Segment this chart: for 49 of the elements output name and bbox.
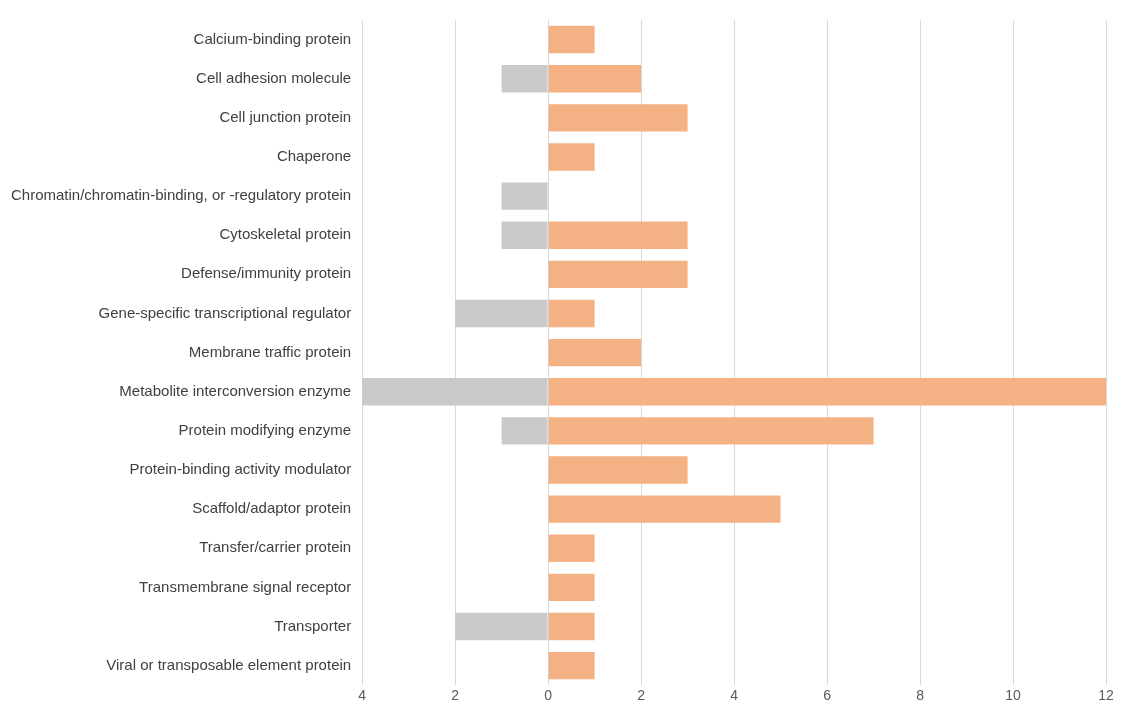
bar [548,612,595,641]
bar [501,65,548,93]
y-tick-label: Cell adhesion molecule [196,68,352,86]
y-tick-label: Gene-specific transcriptional regulator [98,303,352,321]
y-tick-label: Transmembrane signal receptor [139,577,352,595]
bar [548,65,642,93]
y-tick-label: Metabolite interconversion enzyme [119,381,352,399]
x-tick-label: 4 [730,687,739,704]
y-tick-label: Defense/immunity protein [181,264,352,282]
y-tick-label: Protein-binding activity modulator [129,460,352,478]
bar [548,378,1106,406]
y-tick-label: Protein modifying enzyme [178,421,352,438]
y-tick-label: Transfer/carrier protein [199,538,352,556]
x-tick-label: 6 [823,687,832,704]
bar [362,378,548,406]
y-tick-label: Viral or transposable element protein [106,655,352,673]
bar [548,104,688,132]
bar [548,338,642,367]
bar [548,534,595,562]
bar [455,612,548,641]
bar [548,456,688,484]
bar [548,651,595,680]
y-tick-label: Membrane traffic protein [188,342,352,360]
x-tick-label: 12 [1098,687,1114,704]
x-tick-label: 0 [544,687,553,704]
bar [548,495,781,523]
x-tick-label: 8 [916,687,925,704]
x-tick-label: 10 [1005,687,1022,704]
bar [548,417,874,445]
y-tick-label: Transporter [274,616,352,634]
y-tick-label: Cell junction protein [219,107,352,125]
bar [548,221,688,249]
bar [548,260,688,289]
bar [548,299,595,328]
x-tick-label: 2 [637,687,646,704]
x-tick-label: 2 [451,687,460,704]
bar [548,143,595,171]
bar [548,25,595,54]
bar [501,417,548,445]
y-tick-label: Calcium-binding protein [193,29,352,47]
y-tick-label: Chromatin/chromatin-binding, or -regulatory protein [10,186,352,204]
y-tick-label: Cytoskeletal protein [219,225,352,243]
y-tick-label: Scaffold/adaptor protein [192,499,352,517]
bar [455,299,548,328]
bar [548,573,595,602]
x-tick-label: 4 [358,687,367,704]
bar [501,221,548,249]
bar [501,182,548,210]
y-tick-label: Chaperone [276,147,352,165]
